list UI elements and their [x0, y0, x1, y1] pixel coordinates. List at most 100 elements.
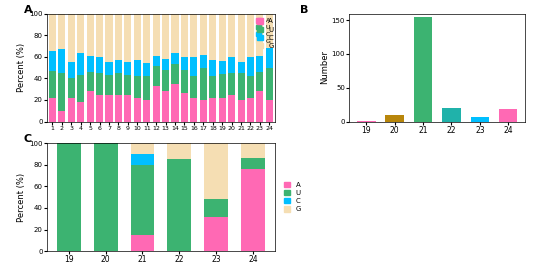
- Bar: [49, 51, 56, 71]
- Bar: [58, 73, 65, 111]
- Bar: [209, 14, 216, 60]
- Bar: [167, 143, 191, 159]
- Bar: [181, 14, 188, 57]
- Bar: [115, 73, 122, 94]
- Bar: [247, 14, 254, 57]
- Bar: [152, 56, 160, 66]
- Bar: [124, 94, 131, 122]
- Bar: [162, 91, 169, 122]
- Bar: [256, 91, 263, 122]
- Bar: [172, 64, 179, 84]
- Bar: [200, 68, 207, 100]
- Bar: [162, 59, 169, 70]
- Bar: [115, 60, 122, 73]
- Bar: [77, 102, 84, 122]
- Bar: [152, 66, 160, 86]
- Bar: [386, 115, 404, 122]
- Bar: [200, 55, 207, 68]
- Bar: [219, 61, 225, 74]
- Bar: [228, 94, 235, 122]
- Bar: [247, 76, 254, 98]
- Legend: A, U, C, G: A, U, C, G: [283, 180, 302, 214]
- Text: B: B: [300, 5, 309, 15]
- Bar: [172, 14, 179, 53]
- Bar: [96, 94, 103, 122]
- Bar: [241, 143, 265, 158]
- Bar: [86, 56, 94, 72]
- Bar: [49, 71, 56, 98]
- Bar: [238, 14, 245, 62]
- Bar: [247, 98, 254, 122]
- Text: A: A: [24, 5, 32, 15]
- Bar: [414, 17, 432, 122]
- Bar: [471, 117, 489, 122]
- Bar: [106, 94, 113, 122]
- Bar: [241, 158, 265, 169]
- Bar: [143, 100, 150, 122]
- Bar: [152, 14, 160, 56]
- Bar: [167, 159, 191, 251]
- Bar: [58, 14, 65, 49]
- Bar: [357, 121, 376, 122]
- Bar: [172, 84, 179, 122]
- Bar: [172, 53, 179, 64]
- Bar: [241, 169, 265, 251]
- Bar: [247, 57, 254, 76]
- Bar: [219, 14, 225, 61]
- Bar: [190, 98, 197, 122]
- Bar: [106, 14, 113, 62]
- Y-axis label: Percent (%): Percent (%): [17, 43, 26, 92]
- Legend: A, U, C, G: A, U, C, G: [256, 17, 275, 50]
- Bar: [228, 57, 235, 73]
- Bar: [96, 14, 103, 57]
- Bar: [134, 76, 141, 98]
- Bar: [266, 14, 273, 48]
- Bar: [256, 14, 263, 56]
- Text: C: C: [24, 134, 32, 144]
- Bar: [152, 86, 160, 122]
- Bar: [124, 75, 131, 94]
- Legend: A, U, C, G: A, U, C, G: [255, 17, 272, 45]
- Bar: [266, 48, 273, 68]
- Bar: [266, 68, 273, 100]
- Bar: [209, 98, 216, 122]
- Bar: [124, 14, 131, 62]
- Bar: [190, 57, 197, 76]
- Bar: [68, 62, 75, 78]
- Bar: [58, 111, 65, 122]
- Y-axis label: Number: Number: [320, 50, 329, 85]
- Bar: [181, 57, 188, 70]
- Bar: [49, 98, 56, 122]
- Bar: [228, 73, 235, 94]
- Bar: [219, 98, 225, 122]
- Bar: [181, 93, 188, 122]
- Bar: [130, 143, 155, 154]
- Bar: [134, 14, 141, 60]
- Bar: [190, 14, 197, 57]
- Bar: [77, 53, 84, 75]
- Bar: [256, 72, 263, 91]
- Bar: [162, 70, 169, 91]
- Bar: [238, 62, 245, 73]
- Bar: [58, 49, 65, 73]
- Bar: [228, 14, 235, 57]
- Bar: [68, 78, 75, 98]
- Bar: [68, 98, 75, 122]
- Bar: [130, 165, 155, 235]
- Bar: [238, 73, 245, 100]
- Bar: [204, 199, 228, 217]
- Bar: [143, 14, 150, 63]
- Bar: [124, 62, 131, 75]
- Bar: [86, 72, 94, 91]
- Bar: [162, 14, 169, 59]
- Bar: [86, 14, 94, 56]
- Bar: [115, 14, 122, 60]
- Bar: [204, 143, 228, 199]
- Bar: [134, 98, 141, 122]
- Bar: [204, 217, 228, 251]
- Bar: [96, 57, 103, 73]
- Bar: [130, 154, 155, 165]
- Bar: [134, 60, 141, 76]
- Y-axis label: Percent (%): Percent (%): [17, 173, 26, 222]
- Bar: [266, 100, 273, 122]
